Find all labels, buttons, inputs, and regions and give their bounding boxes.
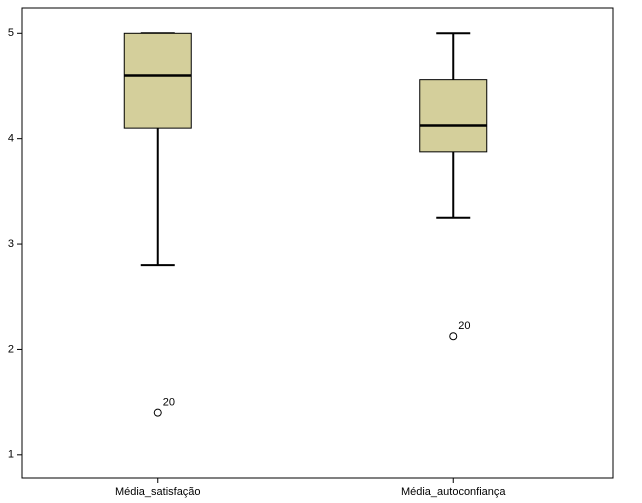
outlier-label: 20 <box>458 320 470 332</box>
outlier <box>153 408 162 417</box>
box <box>123 32 192 129</box>
y-tick-label: 5 <box>8 27 14 39</box>
outlier <box>449 332 458 341</box>
plot-frame <box>21 7 614 479</box>
y-tick-label: 2 <box>8 343 14 355</box>
y-tick-label: 3 <box>8 238 14 250</box>
x-tick-label: Média_autoconfiança <box>401 486 506 498</box>
x-tick-label: Média_satisfação <box>115 486 201 498</box>
outlier-label: 20 <box>163 397 175 409</box>
y-tick-label: 1 <box>8 449 14 461</box>
y-tick-label: 4 <box>8 133 14 145</box>
box <box>419 79 488 153</box>
